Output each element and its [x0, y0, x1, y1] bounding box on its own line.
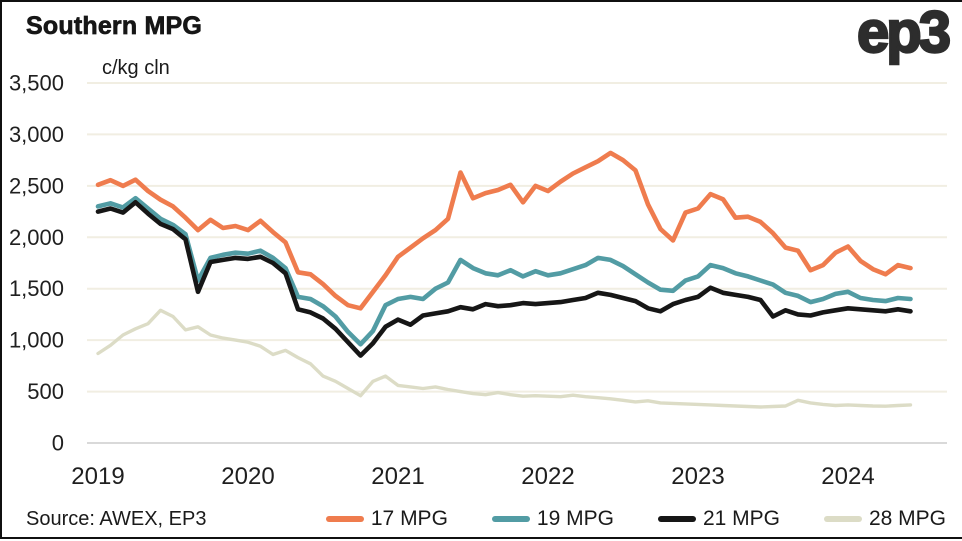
y-tick-label: 2,500 — [9, 173, 64, 198]
y-tick-label: 3,500 — [9, 71, 64, 96]
y-axis-labels: 0 500 1,000 1,500 2,000 2,500 3,000 3,500 — [9, 71, 64, 456]
y-axis-unit-label: c/kg cln — [102, 57, 170, 79]
x-tick-label: 2024 — [821, 463, 874, 490]
x-tick-label: 2022 — [521, 463, 574, 490]
x-tick-label: 2019 — [71, 463, 124, 490]
y-tick-label: 3,000 — [9, 122, 64, 147]
gridlines — [87, 82, 947, 444]
y-tick-label: 500 — [27, 379, 64, 404]
x-axis-labels: 2019 2020 2021 2022 2023 2024 — [71, 463, 874, 490]
legend-label-21mpg: 21 MPG — [702, 507, 780, 530]
page-title: Southern MPG — [26, 12, 203, 41]
x-tick-label: 2023 — [671, 463, 724, 490]
series-line-17mpg — [95, 150, 913, 311]
legend-item-17mpg: 17 MPG — [325, 507, 448, 531]
series-lines — [95, 150, 913, 409]
chart-footer: Source: AWEX, EP3 17 MPG 19 MPG 21 MPG 2… — [26, 503, 946, 535]
legend-swatch-28mpg — [823, 516, 862, 522]
legend-item-21mpg: 21 MPG — [657, 507, 780, 531]
x-tick-label: 2021 — [371, 463, 424, 490]
y-tick-label: 1,500 — [9, 276, 64, 301]
series-line-28mpg — [96, 308, 913, 409]
legend-label-19mpg: 19 MPG — [536, 507, 614, 530]
y-tick-label: 2,000 — [9, 225, 64, 250]
legend-label-28mpg: 28 MPG — [868, 507, 946, 530]
legend-item-28mpg: 28 MPG — [823, 507, 946, 531]
legend-swatch-17mpg — [325, 516, 364, 522]
y-tick-label: 1,000 — [9, 328, 64, 353]
legend-label-17mpg: 17 MPG — [370, 507, 448, 530]
source-label: Source: AWEX, EP3 — [26, 507, 207, 530]
series-line-19mpg — [95, 195, 913, 347]
x-tick-label: 2020 — [221, 463, 274, 490]
ep3-logo: ep3 — [856, 0, 952, 65]
legend-swatch-19mpg — [491, 516, 530, 522]
y-tick-label: 0 — [52, 431, 64, 456]
legend-item-19mpg: 19 MPG — [491, 507, 614, 531]
legend-swatch-21mpg — [657, 516, 696, 522]
series-line-21mpg — [95, 200, 913, 358]
legend: 17 MPG 19 MPG 21 MPG 28 MPG — [325, 507, 946, 531]
